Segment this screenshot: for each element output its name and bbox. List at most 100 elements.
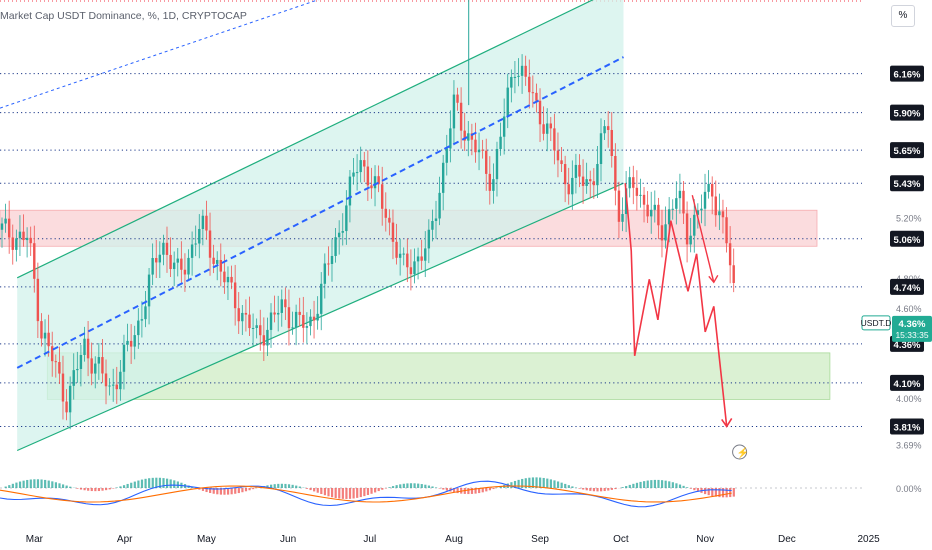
candle-body [452, 94, 456, 129]
macd-histogram-bar [126, 483, 129, 488]
candle-body [463, 130, 466, 141]
macd-histogram-bar [377, 488, 380, 492]
macd-histogram-bar [614, 488, 617, 490]
macd-histogram-bar [101, 488, 104, 491]
macd-histogram-bar [646, 480, 649, 488]
candle-body [721, 211, 725, 218]
candle-body [388, 217, 391, 223]
candle-body [58, 362, 61, 374]
macd-histogram-bar [330, 488, 334, 498]
macd-histogram-bar [8, 485, 11, 488]
candle-body [226, 276, 230, 283]
macd-histogram-bar [628, 484, 631, 488]
candle-body [219, 259, 222, 272]
macd-histogram-bar [298, 486, 301, 488]
scale-percent-button[interactable]: % [891, 5, 915, 27]
candle-body [646, 204, 649, 217]
macd-histogram-bar [165, 478, 169, 488]
macd-histogram-bar [309, 488, 312, 491]
macd-histogram-bar [327, 488, 330, 497]
price-label-box [890, 65, 924, 82]
macd-histogram-bar [244, 488, 248, 492]
x-axis-label: Jun [280, 534, 296, 545]
candle-body [725, 217, 728, 244]
candle-body [212, 257, 215, 264]
candle-body [241, 312, 244, 322]
macd-histogram-bar [26, 479, 29, 488]
macd-histogram-bar [122, 485, 126, 488]
macd-histogram-bar [456, 488, 459, 494]
candle-body [65, 401, 68, 413]
candle-body [86, 338, 90, 359]
candle-body [391, 222, 395, 242]
candle-body [172, 262, 176, 270]
candle-body [7, 218, 11, 238]
macd-histogram-bar [108, 488, 111, 490]
macd-histogram-bar [556, 481, 560, 488]
candle-body [208, 230, 212, 258]
macd-histogram-bar [481, 488, 484, 493]
candle-body [632, 177, 635, 188]
ascending-channel-fill [17, 0, 624, 451]
macd-histogram-bar [600, 488, 603, 492]
macd-histogram-bar [36, 479, 40, 488]
macd-histogram-bar [212, 488, 215, 494]
macd-histogram-bar [241, 488, 244, 493]
candle-body [287, 307, 291, 329]
candle-body [262, 335, 266, 346]
macd-histogram-bar [277, 483, 280, 488]
macd-histogram-bar [205, 488, 208, 493]
candle-body [251, 327, 255, 329]
candle-body [223, 271, 226, 283]
macd-histogram-bar [234, 488, 237, 494]
candle-body [714, 196, 717, 216]
candle-body [459, 102, 463, 131]
candle-body [703, 191, 707, 209]
candle-body [467, 133, 470, 141]
macd-histogram-bar [370, 488, 373, 494]
macd-histogram-bar [696, 488, 700, 492]
macd-histogram-bar [452, 488, 456, 493]
price-label-text: 5.90% [894, 109, 921, 120]
symbol-tag-text: USDT.D [861, 318, 892, 328]
macd-histogram-bar [592, 488, 596, 492]
macd-histogram-bar [133, 481, 136, 488]
candle-body [273, 312, 276, 315]
macd-histogram-bar [442, 488, 445, 490]
macd-histogram-bar [413, 483, 416, 488]
candle-body [176, 258, 179, 263]
price-label-text: 6.16% [894, 70, 921, 81]
macd-histogram-bar [431, 486, 434, 488]
candle-body [205, 215, 208, 231]
macd-histogram-bar [58, 483, 61, 488]
macd-histogram-bar [603, 488, 606, 492]
candle-body [122, 344, 126, 372]
x-axis-label: Aug [445, 534, 463, 545]
lightning-glyph: ⚡ [737, 446, 749, 459]
macd-histogram-bar [585, 488, 588, 491]
candle-body [72, 370, 75, 386]
candle-body [366, 166, 370, 186]
candle-body [639, 194, 642, 196]
price-label-box [890, 418, 924, 435]
candle-body [689, 235, 692, 245]
macd-histogram-bar [130, 482, 133, 488]
candle-body [488, 173, 492, 191]
candle-body [682, 190, 685, 214]
macd-histogram-bar [424, 484, 427, 488]
candle-body [230, 276, 233, 283]
candle-body [599, 133, 603, 164]
macd-histogram-bar [115, 487, 118, 488]
candle-body [678, 190, 682, 199]
macd-histogram-bar [549, 479, 552, 488]
macd-histogram-bar [578, 488, 581, 489]
candle-body [671, 208, 674, 210]
candle-body [320, 283, 323, 314]
candle-body [233, 282, 237, 309]
price-label-box [890, 230, 924, 247]
x-axis-label: Sep [531, 534, 549, 545]
macd-histogram-bar [18, 481, 22, 488]
symbol-tag [861, 315, 891, 331]
candle-body [266, 329, 269, 346]
macd-histogram-bar [295, 485, 298, 488]
